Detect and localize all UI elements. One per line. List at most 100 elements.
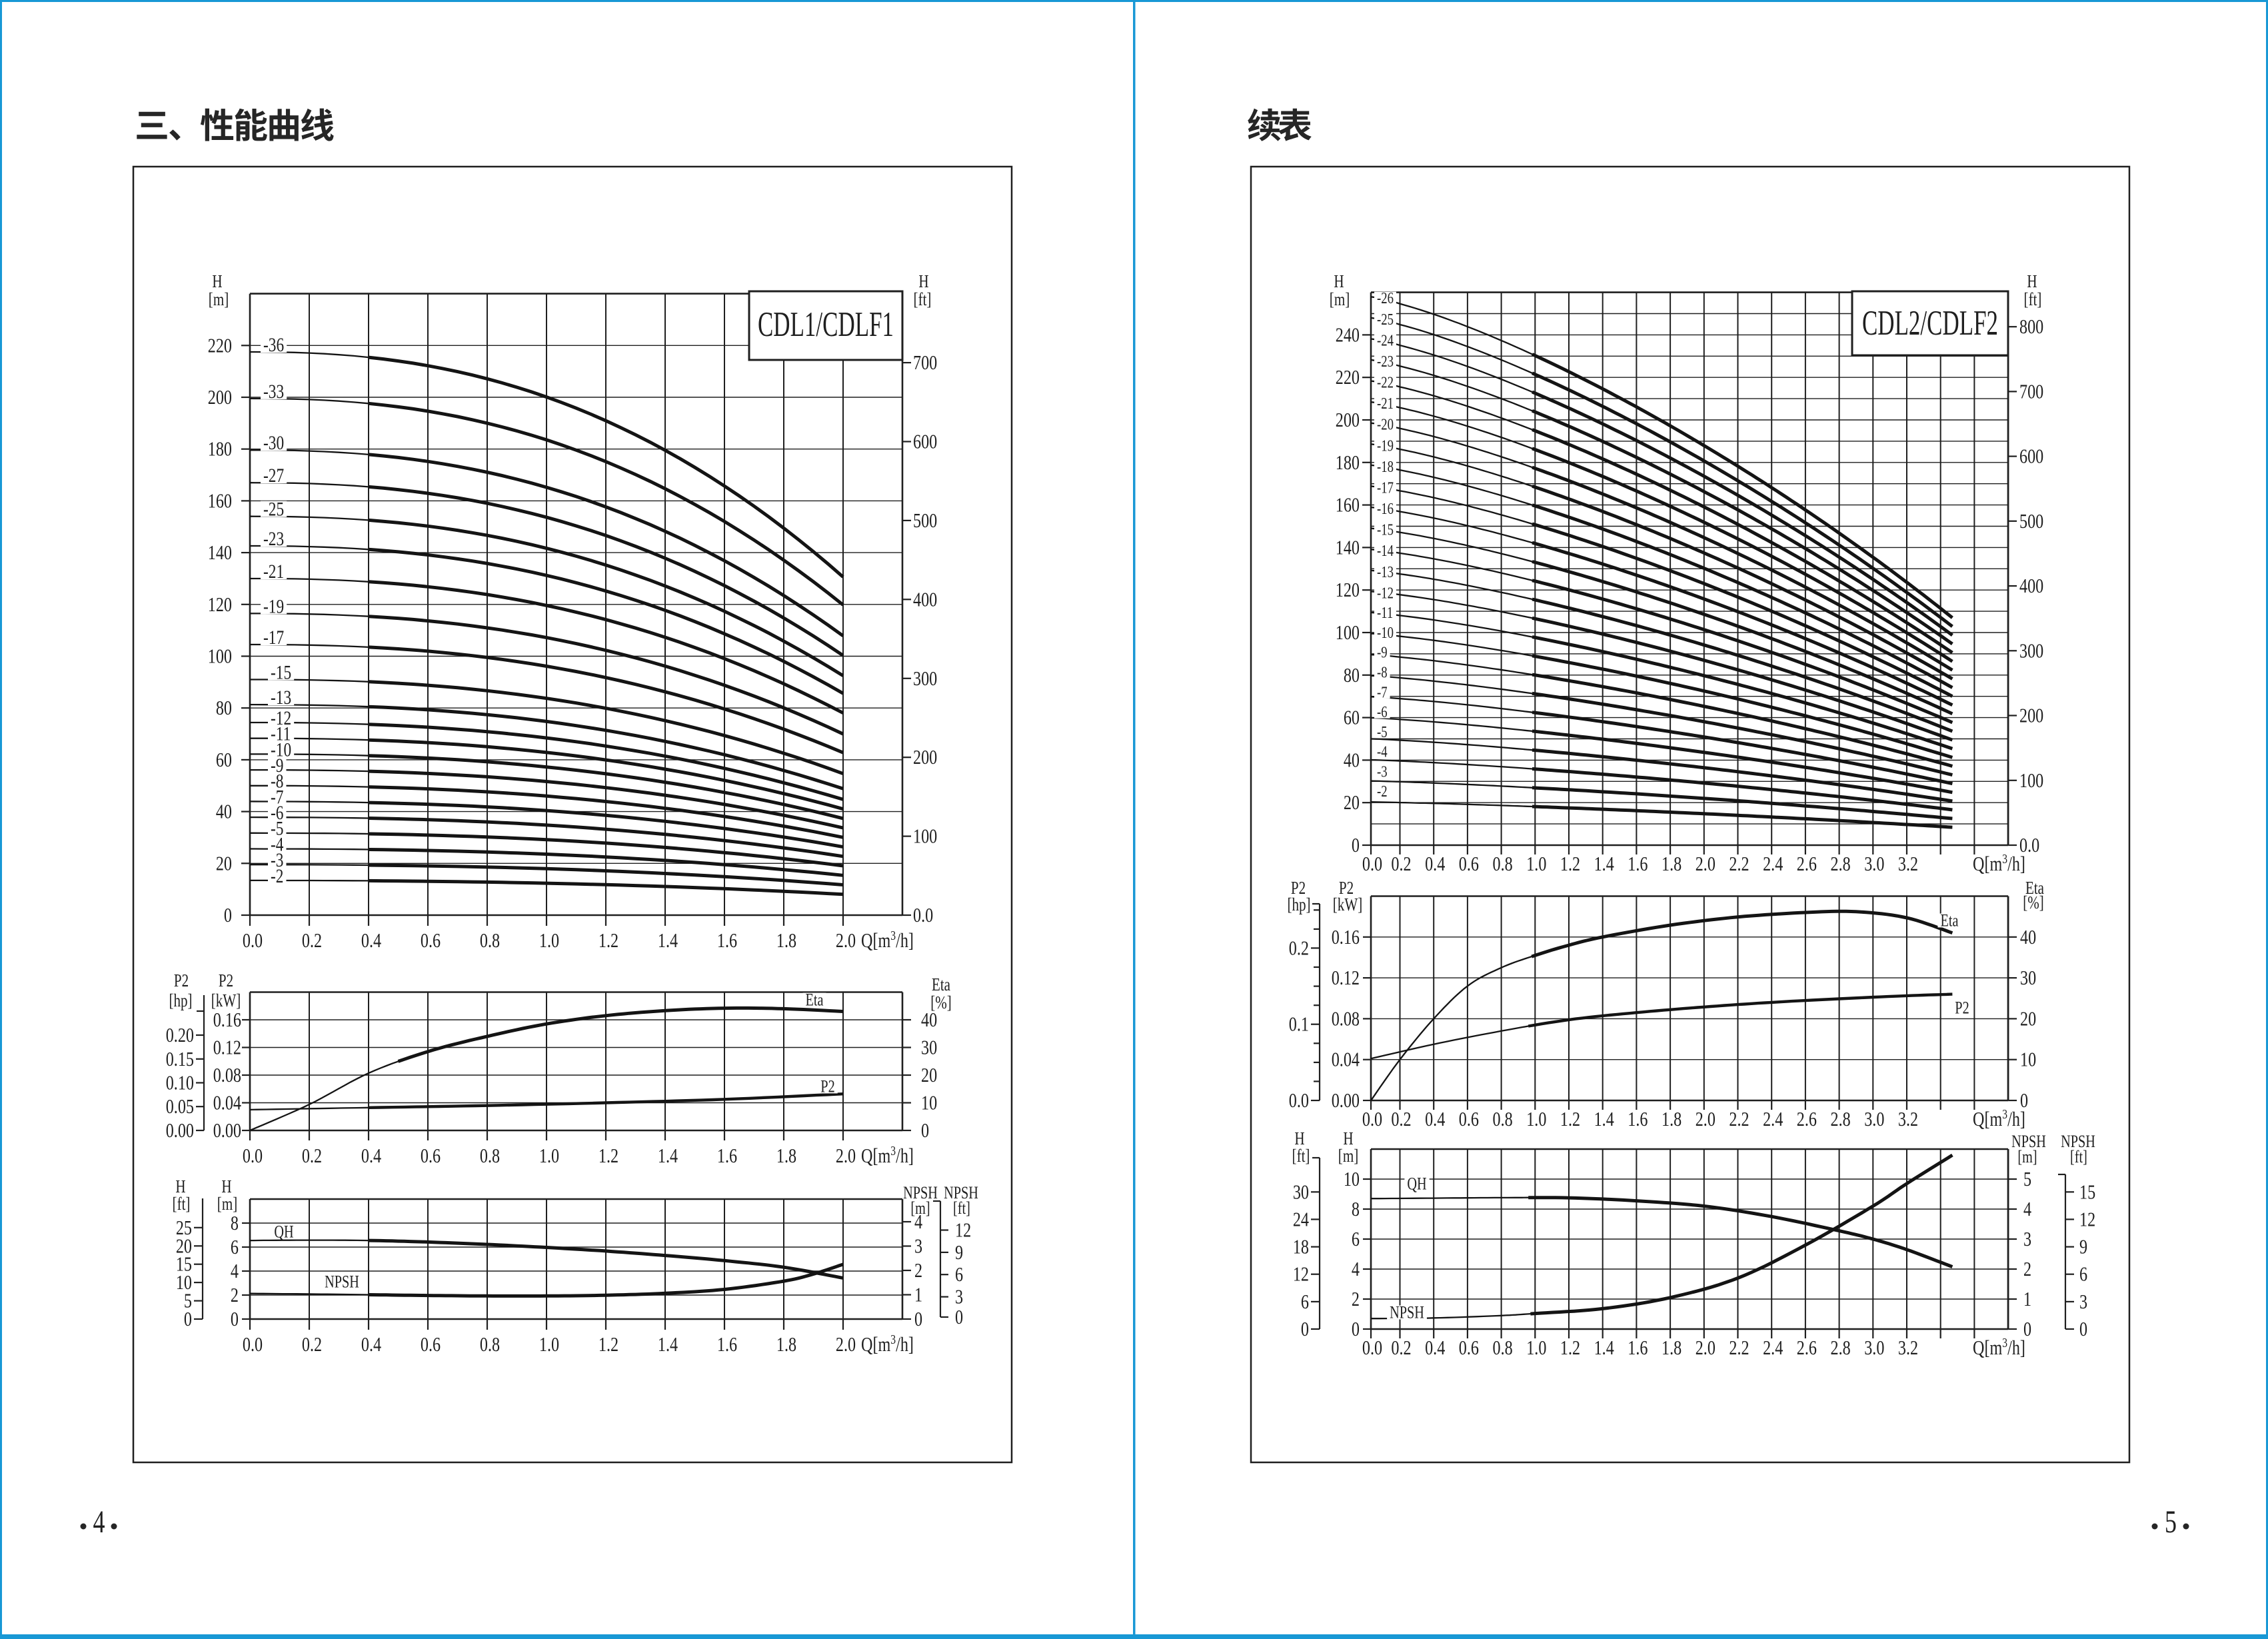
svg-text:0.2: 0.2 <box>1391 852 1411 876</box>
svg-text:1.0: 1.0 <box>1526 1336 1546 1360</box>
svg-text:1.2: 1.2 <box>598 1333 618 1356</box>
svg-text:0: 0 <box>2020 1089 2028 1112</box>
svg-text:15: 15 <box>176 1253 192 1276</box>
svg-text:-16: -16 <box>1377 500 1394 518</box>
svg-text:2: 2 <box>914 1259 922 1282</box>
svg-text:1.8: 1.8 <box>776 1144 796 1168</box>
svg-text:P2: P2 <box>820 1077 834 1096</box>
svg-text:1.8: 1.8 <box>1662 1336 1682 1360</box>
svg-text:3.2: 3.2 <box>1898 1108 1918 1131</box>
svg-text:H: H <box>1294 1129 1304 1149</box>
svg-text:0.0: 0.0 <box>1289 1089 1309 1112</box>
svg-text:0.6: 0.6 <box>1459 1108 1479 1131</box>
svg-text:1: 1 <box>914 1284 922 1307</box>
svg-text:0.4: 0.4 <box>361 1144 381 1168</box>
svg-text:0.08: 0.08 <box>213 1064 241 1087</box>
svg-text:[ft]: [ft] <box>2070 1148 2087 1167</box>
svg-text:2.0: 2.0 <box>1696 1108 1715 1131</box>
svg-text:0: 0 <box>955 1306 963 1329</box>
svg-text:60: 60 <box>1344 707 1360 730</box>
svg-text:0: 0 <box>231 1308 239 1331</box>
svg-text:0.2: 0.2 <box>1391 1108 1411 1131</box>
svg-text:140: 140 <box>1336 537 1360 560</box>
svg-text:0.0: 0.0 <box>2019 834 2039 857</box>
svg-text:0.4: 0.4 <box>1425 1108 1445 1131</box>
svg-text:-6: -6 <box>1377 703 1388 721</box>
svg-text:1.4: 1.4 <box>1594 1108 1614 1131</box>
svg-text:-9: -9 <box>1377 644 1388 662</box>
svg-text:6: 6 <box>1352 1228 1360 1251</box>
svg-text:-3: -3 <box>271 848 283 870</box>
svg-text:2.0: 2.0 <box>836 929 856 952</box>
svg-text:0.00: 0.00 <box>166 1119 194 1142</box>
svg-text:2: 2 <box>2023 1258 2031 1281</box>
svg-text:12: 12 <box>2079 1208 2095 1232</box>
svg-text:15: 15 <box>2079 1181 2095 1204</box>
svg-text:9: 9 <box>2079 1236 2087 1259</box>
svg-text:0.05: 0.05 <box>166 1095 194 1118</box>
svg-text:-26: -26 <box>1377 289 1394 307</box>
svg-text:0.0: 0.0 <box>1362 1108 1382 1131</box>
svg-text:30: 30 <box>1293 1181 1309 1204</box>
svg-text:500: 500 <box>2019 510 2043 533</box>
svg-text:3: 3 <box>2079 1290 2087 1314</box>
svg-text:1.2: 1.2 <box>1560 1336 1580 1360</box>
svg-text:20: 20 <box>1344 791 1360 815</box>
svg-text:0.20: 0.20 <box>166 1024 194 1047</box>
svg-text:2.8: 2.8 <box>1830 1108 1850 1131</box>
svg-text:60: 60 <box>216 749 232 772</box>
svg-text:100: 100 <box>1336 621 1360 645</box>
svg-text:400: 400 <box>913 589 937 612</box>
svg-text:180: 180 <box>208 438 232 461</box>
svg-text:-4: -4 <box>1377 743 1388 761</box>
svg-text:Eta: Eta <box>805 990 824 1010</box>
svg-text:3: 3 <box>2023 1228 2031 1251</box>
svg-text:5: 5 <box>2023 1168 2031 1191</box>
svg-text:-30: -30 <box>263 431 284 453</box>
svg-text:2: 2 <box>1352 1288 1360 1311</box>
svg-text:0.4: 0.4 <box>361 1333 381 1356</box>
svg-text:1.6: 1.6 <box>1628 852 1648 876</box>
svg-text:0.2: 0.2 <box>302 1144 322 1168</box>
svg-text:0.12: 0.12 <box>213 1036 241 1060</box>
svg-text:1.4: 1.4 <box>658 929 678 952</box>
svg-text:2.0: 2.0 <box>1696 852 1715 876</box>
svg-text:2.6: 2.6 <box>1797 852 1817 876</box>
svg-text:120: 120 <box>208 593 232 617</box>
svg-text:-25: -25 <box>1377 311 1394 329</box>
svg-text:0.4: 0.4 <box>361 929 381 952</box>
svg-text:8: 8 <box>1352 1198 1360 1221</box>
svg-text:Eta: Eta <box>2025 878 2044 898</box>
svg-text:4: 4 <box>2023 1198 2031 1221</box>
svg-text:[m]: [m] <box>1338 1146 1358 1166</box>
svg-text:0.12: 0.12 <box>1332 966 1360 990</box>
svg-text:-3: -3 <box>1377 763 1388 781</box>
svg-text:[m]: [m] <box>1330 290 1350 310</box>
svg-text:H: H <box>1343 1129 1353 1149</box>
svg-text:[m]: [m] <box>217 1194 237 1214</box>
svg-text:1.2: 1.2 <box>1560 1108 1580 1131</box>
svg-text:4: 4 <box>914 1210 922 1234</box>
svg-text:160: 160 <box>208 490 232 513</box>
svg-text:-19: -19 <box>263 595 284 617</box>
svg-text:2.8: 2.8 <box>1830 1336 1850 1360</box>
svg-text:10: 10 <box>176 1271 192 1294</box>
svg-text:0.6: 0.6 <box>1459 852 1479 876</box>
svg-text:-5: -5 <box>271 817 283 839</box>
svg-text:100: 100 <box>208 645 232 669</box>
svg-text:1.2: 1.2 <box>598 929 618 952</box>
svg-text:0.08: 0.08 <box>1332 1008 1360 1031</box>
svg-text:-11: -11 <box>1377 604 1393 622</box>
svg-text:H: H <box>1334 272 1344 292</box>
svg-text:[%]: [%] <box>2023 893 2044 913</box>
svg-text:200: 200 <box>1336 409 1360 432</box>
svg-text:-25: -25 <box>263 498 284 520</box>
svg-text:2.4: 2.4 <box>1763 1336 1783 1360</box>
svg-text:300: 300 <box>2019 640 2043 663</box>
svg-text:P2: P2 <box>1955 998 1969 1018</box>
svg-text:-18: -18 <box>1377 458 1394 476</box>
svg-text:1.0: 1.0 <box>539 1333 559 1356</box>
svg-text:0.4: 0.4 <box>1425 1336 1445 1360</box>
svg-text:0: 0 <box>184 1308 192 1331</box>
svg-text:3: 3 <box>914 1235 922 1258</box>
